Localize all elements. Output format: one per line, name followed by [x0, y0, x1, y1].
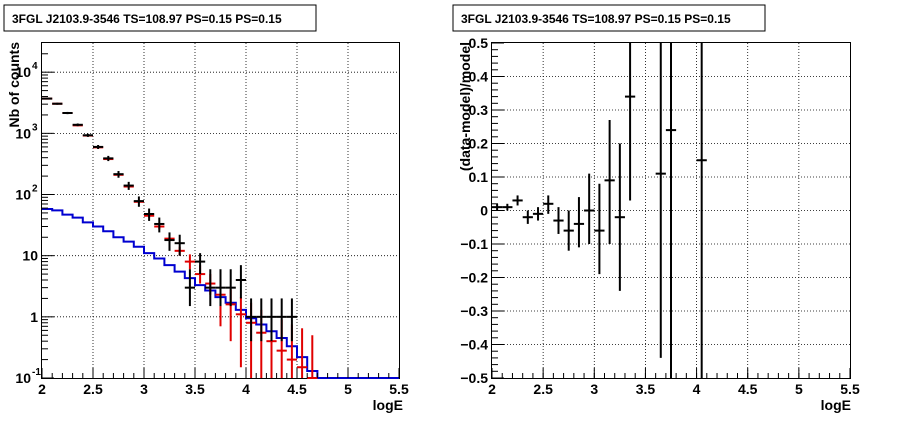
model-point [184, 254, 195, 270]
data-point [123, 181, 134, 190]
y-tick-exponent: -1 [32, 367, 41, 378]
residual-point [665, 43, 677, 378]
data-point [113, 171, 124, 178]
y-tick-label: 10 [15, 64, 31, 80]
y-tick-label: 10 [15, 370, 31, 386]
y-tick-label: −0.2 [460, 270, 488, 286]
data-point [164, 232, 175, 251]
y-tick-label: 0.3 [469, 102, 489, 118]
y-tick-label: −0.3 [460, 303, 488, 319]
chart-title: 3FGL J2103.9-3546 TS=108.97 PS=0.15 PS=0… [461, 12, 731, 26]
data-point [195, 253, 206, 275]
data-point [246, 298, 257, 342]
x-tick-label: 5.5 [389, 381, 409, 397]
x-tick-label: 2.5 [83, 381, 103, 397]
residual-point [553, 207, 564, 234]
model-point [307, 335, 318, 379]
y-tick-label: −0.5 [460, 370, 488, 386]
residual-point [614, 143, 625, 291]
x-tick-label: 4.5 [287, 381, 307, 397]
data-point [286, 298, 297, 342]
data-point [42, 97, 53, 100]
data-point [154, 217, 165, 233]
y-tick-exponent: 3 [32, 122, 38, 133]
y-tick-label: −0.1 [460, 236, 488, 252]
residual-point [624, 43, 636, 201]
x-tick-label: 5.5 [840, 381, 860, 397]
data-point [266, 298, 277, 342]
data-point [144, 208, 155, 221]
y-tick-exponent: 4 [32, 61, 38, 72]
y-axis-label: Nb of counts [6, 42, 22, 128]
data-point [205, 269, 216, 307]
x-tick-label: 3.5 [636, 381, 656, 397]
data-point [72, 123, 83, 127]
y-tick-label: 0 [480, 203, 488, 219]
y-tick-label: 0.2 [469, 136, 489, 152]
data-point [133, 196, 144, 207]
model-point [235, 297, 246, 368]
x-tick-label: 2.5 [533, 381, 553, 397]
y-tick-label: 10 [15, 187, 31, 203]
y-tick-label: 10 [22, 248, 38, 264]
data-point [235, 265, 246, 299]
y-tick-label: 0.4 [469, 69, 489, 85]
chart-title: 3FGL J2103.9-3546 TS=108.97 PS=0.15 PS=0… [12, 12, 282, 26]
y-tick-label: 1 [30, 309, 38, 325]
y-axis-label: (data-model)/model [457, 42, 473, 171]
data-point [62, 111, 73, 115]
data-point [225, 269, 236, 307]
y-tick-label: 10 [15, 125, 31, 141]
residual-point [532, 207, 544, 221]
y-tick-label: 0.5 [469, 35, 489, 51]
data-point [52, 102, 63, 105]
residual-point [512, 195, 523, 206]
data-point [103, 155, 114, 162]
residual-point [563, 210, 574, 251]
counts-panel: 3FGL J2103.9-3546 TS=108.97 PS=0.15 PS=0… [3, 4, 409, 413]
x-tick-label: 3.5 [185, 381, 205, 397]
x-tick-label: 5 [795, 381, 803, 397]
residual-point [604, 120, 615, 244]
y-tick-label: −0.4 [460, 337, 488, 353]
background-histogram [42, 208, 399, 379]
data-point [93, 144, 104, 149]
y-tick-label: 0.1 [469, 169, 489, 185]
data-point [276, 298, 287, 342]
residual-point [584, 173, 595, 244]
data-point [256, 298, 267, 342]
x-tick-label: 2 [488, 381, 496, 397]
plot-frame [491, 42, 851, 379]
residual-point [696, 43, 707, 378]
residual-point [543, 195, 554, 214]
x-tick-label: 3 [140, 381, 148, 397]
data-point [215, 269, 226, 307]
x-tick-label: 2 [38, 381, 46, 397]
data-point [174, 234, 185, 256]
residual-point [573, 197, 585, 248]
residual-point [492, 203, 503, 211]
y-tick-exponent: 2 [32, 184, 38, 195]
residual-panel: 3FGL J2103.9-3546 TS=108.97 PS=0.15 PS=0… [452, 4, 860, 413]
x-axis-label: logE [373, 397, 403, 413]
data-point [184, 269, 195, 307]
x-tick-label: 5 [344, 381, 352, 397]
residual-point [502, 203, 513, 211]
plot-frame [41, 42, 400, 379]
x-tick-label: 3 [590, 381, 598, 397]
x-tick-label: 4.5 [738, 381, 758, 397]
x-axis-label: logE [821, 397, 851, 413]
model-point [297, 328, 308, 378]
title-box [3, 4, 317, 32]
x-tick-label: 4 [693, 381, 701, 397]
residual-point [655, 43, 666, 358]
title-box [452, 4, 766, 32]
residual-point [522, 210, 533, 224]
x-tick-label: 4 [242, 381, 250, 397]
residual-point [594, 183, 605, 275]
data-point [82, 133, 93, 137]
